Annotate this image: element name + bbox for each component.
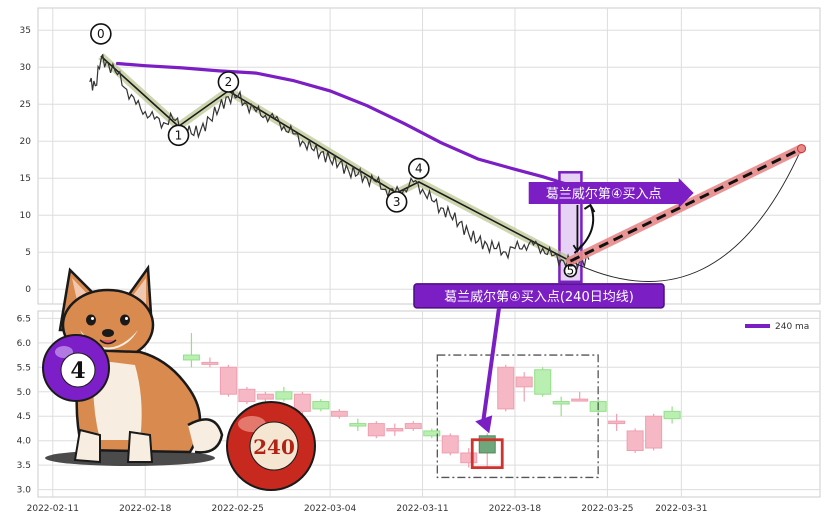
candle bbox=[460, 448, 478, 468]
wave-label-circle bbox=[90, 23, 112, 45]
billiard-ball-4-icon: 4 bbox=[42, 334, 110, 402]
candle bbox=[238, 386, 256, 404]
candle bbox=[663, 406, 681, 424]
long-pointer-arrow bbox=[481, 307, 501, 422]
ball-4-label: 4 bbox=[70, 358, 85, 384]
candle bbox=[645, 413, 663, 451]
top-y-tick: 25 bbox=[20, 100, 31, 110]
bottom-y-tick: 6.0 bbox=[17, 339, 32, 349]
shiba-dog-icon bbox=[45, 264, 224, 466]
wave-label: 4 bbox=[415, 162, 423, 176]
top-panel-frame bbox=[37, 7, 821, 305]
forecast-line bbox=[569, 147, 803, 263]
forecast-curve bbox=[570, 148, 802, 282]
candle bbox=[404, 421, 422, 431]
x-tick-label: 2022-03-11 bbox=[396, 504, 448, 514]
candle bbox=[441, 433, 459, 456]
highlight-candle-box bbox=[470, 438, 504, 470]
wave-label-circle bbox=[408, 157, 430, 180]
wave-label-circle bbox=[563, 263, 578, 278]
top-y-tick-labels: 0 5 10 15 20 25 30 35 bbox=[20, 26, 32, 295]
x-tick-label: 2022-03-31 bbox=[655, 504, 707, 514]
forecast-endpoint bbox=[797, 144, 807, 154]
price-line bbox=[89, 54, 590, 271]
ma240-line bbox=[115, 61, 569, 186]
bottom-y-tick: 6.5 bbox=[17, 314, 31, 324]
consolidation-box bbox=[436, 354, 599, 479]
wave-label-circle bbox=[385, 191, 408, 213]
wave-label: 1 bbox=[175, 128, 183, 142]
x-tick-label: 2022-02-11 bbox=[27, 504, 79, 514]
x-tick-label: 2022-03-25 bbox=[581, 504, 633, 514]
bottom-y-tick: 3.0 bbox=[17, 486, 32, 496]
bottom-y-tick: 4.0 bbox=[17, 437, 32, 447]
top-y-tick: 5 bbox=[25, 248, 31, 258]
candle bbox=[367, 421, 385, 439]
candle bbox=[312, 399, 330, 412]
annotation-lower: 葛兰威尔第④买入点(240日均线) bbox=[413, 283, 665, 434]
candle bbox=[386, 423, 404, 436]
annotation-upper: 葛兰威尔第④买入点 bbox=[528, 178, 694, 254]
candle bbox=[626, 428, 644, 453]
candle bbox=[423, 428, 441, 439]
candle bbox=[330, 408, 348, 419]
bottom-y-tick: 3.5 bbox=[17, 461, 31, 471]
wave-labels: 0 1 2 3 4 5 bbox=[90, 23, 578, 278]
bottom-y-tick: 5.0 bbox=[17, 388, 32, 398]
wave-label: 5 bbox=[567, 264, 575, 278]
billiard-ball-240-icon: 240 bbox=[226, 401, 316, 491]
candle bbox=[349, 418, 367, 431]
candle bbox=[497, 364, 515, 412]
x-tick-label: 2022-03-18 bbox=[489, 504, 542, 514]
bottom-y-tick-labels: 3.0 3.5 4.0 4.5 5.0 5.5 6.0 6.5 bbox=[17, 314, 32, 495]
candle bbox=[515, 372, 533, 402]
candle bbox=[571, 391, 589, 402]
wave-line bbox=[100, 55, 571, 262]
x-tick-label: 2022-02-18 bbox=[119, 504, 172, 514]
upper-annotation-text: 葛兰威尔第④买入点 bbox=[546, 187, 662, 202]
top-y-tick: 10 bbox=[20, 211, 32, 221]
legend-label: 240 ma bbox=[775, 322, 809, 332]
legend: 240 ma bbox=[745, 322, 809, 332]
top-y-tick: 0 bbox=[25, 285, 31, 295]
bottom-y-tick: 4.5 bbox=[17, 412, 31, 422]
lower-annotation-box bbox=[413, 283, 665, 309]
down-pointer-arrow bbox=[572, 205, 583, 253]
x-tick-labels: 2022-02-11 2022-02-18 2022-02-25 2022-03-04… bbox=[27, 504, 708, 514]
candle bbox=[275, 386, 293, 402]
wave-label-circle bbox=[217, 71, 240, 93]
candle bbox=[552, 396, 570, 417]
candle bbox=[182, 333, 200, 368]
lower-annotation-text: 葛兰威尔第④买入点(240日均线) bbox=[444, 290, 634, 305]
top-y-tick: 20 bbox=[20, 137, 32, 147]
candle bbox=[293, 391, 311, 417]
candle bbox=[608, 413, 626, 431]
long-pointer-arrowhead bbox=[475, 415, 493, 434]
top-y-tick: 30 bbox=[20, 63, 32, 73]
bottom-y-tick: 5.5 bbox=[17, 363, 31, 373]
x-tick-label: 2022-02-25 bbox=[212, 504, 264, 514]
candle bbox=[534, 367, 552, 397]
top-y-tick: 15 bbox=[20, 174, 31, 184]
x-tick-label: 2022-03-04 bbox=[304, 504, 357, 514]
wave-label: 0 bbox=[97, 27, 105, 41]
series-layer bbox=[89, 53, 807, 282]
candle bbox=[219, 364, 237, 397]
wave-label: 3 bbox=[393, 195, 401, 209]
candle bbox=[201, 357, 219, 368]
upper-label-arrow bbox=[528, 178, 694, 208]
wave-label-circle bbox=[167, 124, 190, 147]
wave-label: 2 bbox=[225, 75, 233, 89]
ball-240-label: 240 bbox=[253, 435, 295, 459]
top-y-tick: 35 bbox=[20, 26, 31, 36]
